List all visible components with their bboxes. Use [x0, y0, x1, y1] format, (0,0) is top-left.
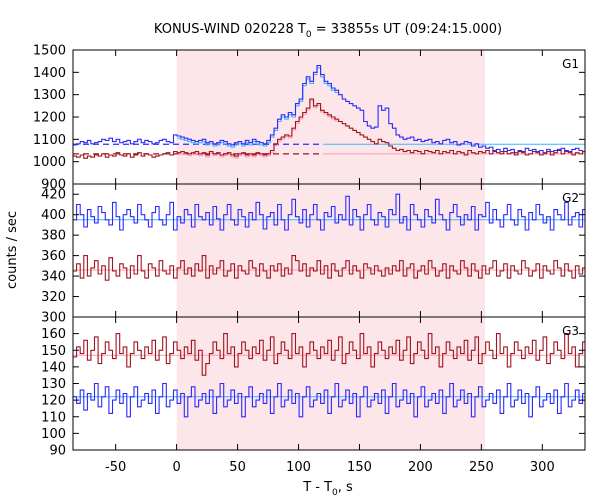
y-tick-label: 100 [41, 427, 66, 442]
x-axis-label: T - T0, s [302, 480, 353, 498]
burst-model-trace-blue [177, 67, 339, 148]
y-tick-label: 150 [41, 344, 66, 359]
panel-g1: 900 1000 1100 1200 1300 1400 1500 G1 [33, 44, 586, 193]
x-tick-label: 150 [347, 460, 372, 475]
panel-label: G1 [562, 57, 579, 71]
y-tick-label: 160 [41, 327, 66, 342]
x-tick-label: 0 [172, 460, 180, 475]
y-tick-label: 900 [41, 178, 66, 193]
x-tick-label: -50 [105, 460, 126, 475]
y-tick-label: 90 [49, 444, 66, 459]
y-tick-label: 110 [41, 410, 66, 425]
panel-label: G3 [562, 324, 579, 338]
y-tick-label: 1100 [33, 133, 66, 148]
panel-g2: 300 320 340 360 380 400 420 G2 [41, 183, 586, 326]
y-tick-label: 420 [41, 188, 66, 203]
y-tick-label: 130 [41, 377, 66, 392]
y-tick-label: 1300 [33, 88, 66, 103]
y-tick-label: 300 [41, 311, 66, 326]
y-axis-label: counts / sec [5, 211, 20, 289]
y-tick-label: 400 [41, 208, 66, 223]
y-tick-label: 320 [41, 290, 66, 305]
y-tick-label: 1200 [33, 111, 66, 126]
x-tick-label: 250 [469, 460, 494, 475]
highlight-interval [176, 184, 486, 317]
panel-label: G2 [562, 191, 579, 205]
lightcurve-blue [73, 65, 585, 154]
lightcurve-red [73, 255, 585, 281]
y-tick-label: 360 [41, 249, 66, 264]
lightcurve-red [73, 98, 585, 159]
y-tick-label: 380 [41, 229, 66, 244]
lightcurve-blue [73, 382, 585, 418]
y-tick-label: 140 [41, 360, 66, 375]
y-tick-label: 1000 [33, 155, 66, 170]
lightcurve-blue [73, 193, 585, 231]
chart-title: KONUS-WIND 020228 T0 = 33855s UT (09:24:… [154, 22, 502, 40]
y-tick-label: 120 [41, 394, 66, 409]
panels-group: 900100011001200130014001500G130032034036… [33, 44, 586, 475]
highlight-interval [176, 317, 486, 450]
y-tick-label: 1400 [33, 66, 66, 81]
x-tick-label: 300 [530, 460, 555, 475]
x-tick-label: 100 [286, 460, 311, 475]
y-tick-label: 340 [41, 270, 66, 285]
x-tick-label: 50 [229, 460, 246, 475]
x-tick-label: 200 [408, 460, 433, 475]
burst-model-trace-red [177, 100, 339, 159]
lightcurve-red [73, 333, 585, 376]
y-tick-label: 1500 [33, 44, 66, 59]
